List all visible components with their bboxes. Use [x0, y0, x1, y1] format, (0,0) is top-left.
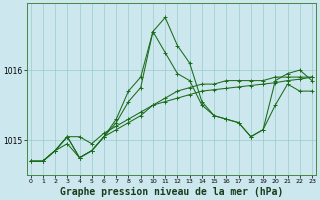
X-axis label: Graphe pression niveau de la mer (hPa): Graphe pression niveau de la mer (hPa)	[60, 186, 283, 197]
